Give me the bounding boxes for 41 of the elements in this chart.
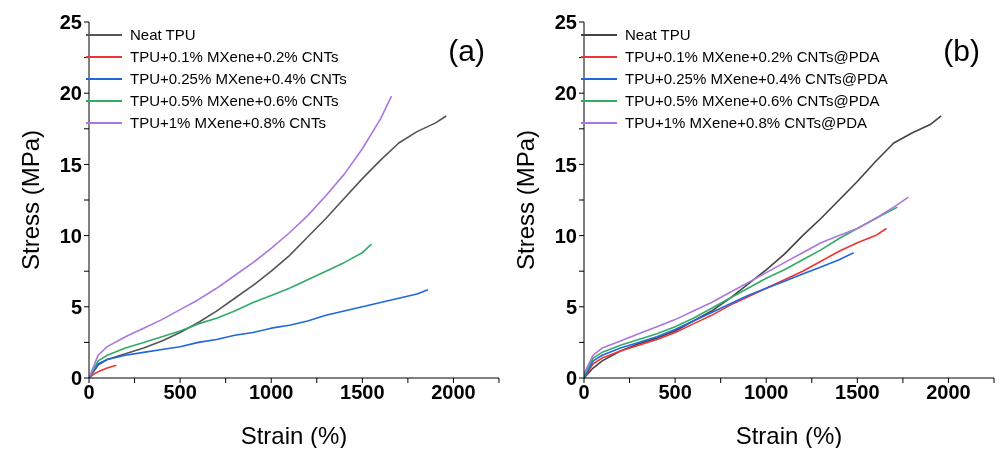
y-tick-label: 10	[59, 224, 82, 247]
legend-label: Neat TPU	[130, 25, 196, 45]
legend-label: Neat TPU	[625, 25, 691, 45]
y-axis-title: Stress (MPa)	[511, 129, 539, 271]
x-tick-label: 2000	[926, 381, 971, 404]
y-tick-label: 20	[554, 82, 577, 105]
line-series	[89, 95, 393, 378]
y-tick-label: 0	[70, 367, 82, 390]
y-tick-label: 5	[70, 295, 82, 318]
y-tick-label: 20	[59, 82, 82, 105]
y-tick-label: 15	[554, 153, 577, 176]
line-series	[89, 364, 118, 378]
y-tick-label: 15	[59, 153, 82, 176]
legend-label: TPU+0.5% MXene+0.6% CNTs	[130, 91, 339, 111]
y-tick-label: 25	[59, 11, 82, 34]
legend-label: TPU+0.5% MXene+0.6% CNTs@PDA	[625, 91, 880, 111]
y-tick-label: 5	[565, 295, 577, 318]
x-tick-label: 1500	[340, 381, 385, 404]
x-tick-label: 2000	[431, 381, 476, 404]
legend-label: TPU+1% MXene+0.8% CNTs@PDA	[625, 113, 867, 133]
line-series	[584, 227, 888, 378]
x-tick-label: 1000	[248, 381, 294, 404]
y-axis-title: Stress (MPa)	[16, 129, 44, 271]
line-series	[584, 115, 942, 378]
x-tick-label: 1500	[835, 381, 880, 404]
legend-label: TPU+0.25% MXene+0.4% CNTs	[130, 69, 347, 89]
legend-label: TPU+0.1% MXene+0.2% CNTs@PDA	[625, 47, 880, 67]
line-series	[89, 288, 429, 378]
annotation: (a)	[448, 34, 485, 68]
legend-label: TPU+1% MXene+0.8% CNTs	[130, 113, 326, 133]
x-tick-label: 500	[658, 381, 692, 404]
line-series	[584, 251, 855, 378]
x-tick-label: 500	[163, 381, 197, 404]
line-series	[89, 243, 373, 378]
y-tick-label: 10	[554, 224, 577, 247]
y-tick-label: 0	[565, 367, 577, 390]
x-tick-label: 1000	[743, 381, 789, 404]
legend-label: TPU+0.1% MXene+0.2% CNTs	[130, 47, 339, 67]
legend-label: TPU+0.25% MXene+0.4% CNTs@PDA	[625, 69, 888, 89]
y-tick-label: 25	[554, 11, 577, 34]
annotation: (b)	[943, 34, 980, 68]
